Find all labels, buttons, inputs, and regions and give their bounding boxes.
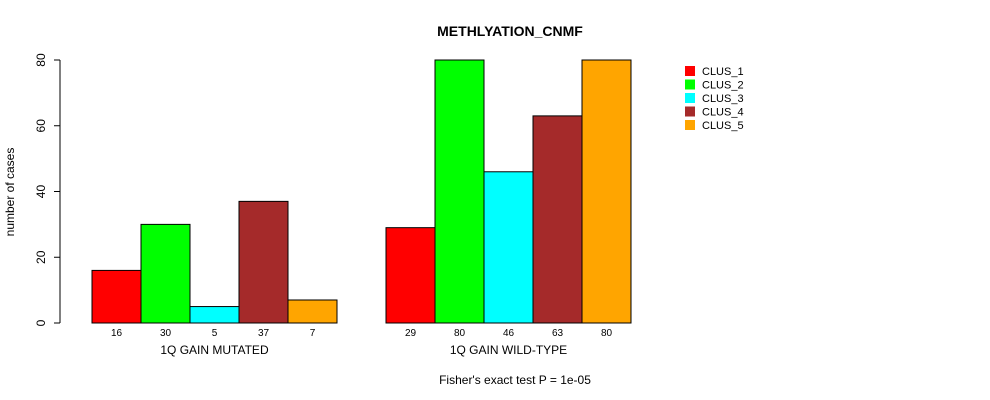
group-label: 1Q GAIN MUTATED bbox=[160, 343, 269, 357]
group-labels: 1Q GAIN MUTATED 1Q GAIN WILD-TYPE bbox=[160, 343, 567, 357]
bar-mutated-clus-5 bbox=[287, 299, 338, 324]
bar-count-label: 63 bbox=[552, 328, 564, 339]
y-axis-label: number of cases bbox=[3, 148, 17, 237]
group-label: 1Q GAIN WILD-TYPE bbox=[450, 343, 567, 357]
chart-title: METHLYATION_CNMF bbox=[437, 23, 583, 39]
bar-value-labels: 16 30 5 37 7 29 80 46 63 80 bbox=[111, 328, 613, 339]
bar-wild-type-clus-1 bbox=[385, 227, 436, 324]
bars bbox=[91, 59, 632, 324]
bar-count-label: 80 bbox=[601, 328, 613, 339]
legend-label: CLUS_1 bbox=[702, 66, 744, 78]
legend-swatch-clus-5 bbox=[685, 120, 695, 130]
legend-label: CLUS_3 bbox=[702, 93, 744, 105]
bar-wild-type-clus-5 bbox=[581, 59, 632, 324]
bar-count-label: 80 bbox=[454, 328, 466, 339]
legend-label: CLUS_5 bbox=[702, 120, 744, 132]
bar-mutated-clus-3 bbox=[189, 306, 240, 324]
y-tick-label: 0 bbox=[34, 319, 48, 326]
bar-mutated-clus-1 bbox=[91, 269, 142, 324]
y-tick-label: 80 bbox=[34, 53, 48, 67]
bar-wild-type-clus-2 bbox=[434, 59, 485, 324]
bar-count-label: 37 bbox=[258, 328, 270, 339]
y-tick-label: 40 bbox=[34, 185, 48, 199]
legend-swatch-clus-2 bbox=[685, 79, 695, 90]
legend-label: CLUS_2 bbox=[702, 80, 744, 92]
bar-wild-type-clus-3 bbox=[483, 171, 534, 324]
bar-count-label: 7 bbox=[310, 328, 316, 339]
y-tick-label: 60 bbox=[34, 119, 48, 133]
y-axis: 0 20 40 60 80 bbox=[34, 53, 61, 326]
bar-count-label: 5 bbox=[212, 328, 218, 339]
legend-swatch-clus-4 bbox=[685, 106, 695, 117]
legend-label: CLUS_4 bbox=[702, 107, 744, 119]
bar-mutated-clus-4 bbox=[238, 200, 289, 324]
bar-count-label: 29 bbox=[405, 328, 417, 339]
bar-count-label: 46 bbox=[503, 328, 515, 339]
legend-swatch-clus-1 bbox=[685, 66, 695, 76]
bar-wild-type-clus-4 bbox=[532, 115, 583, 324]
fisher-test-footnote: Fisher's exact test P = 1e-05 bbox=[439, 373, 591, 387]
bar-mutated-clus-2 bbox=[140, 223, 191, 324]
legend-swatch-clus-3 bbox=[685, 93, 695, 103]
y-tick-label: 20 bbox=[34, 250, 48, 264]
bar-count-label: 16 bbox=[111, 328, 123, 339]
bar-count-label: 30 bbox=[160, 328, 172, 339]
